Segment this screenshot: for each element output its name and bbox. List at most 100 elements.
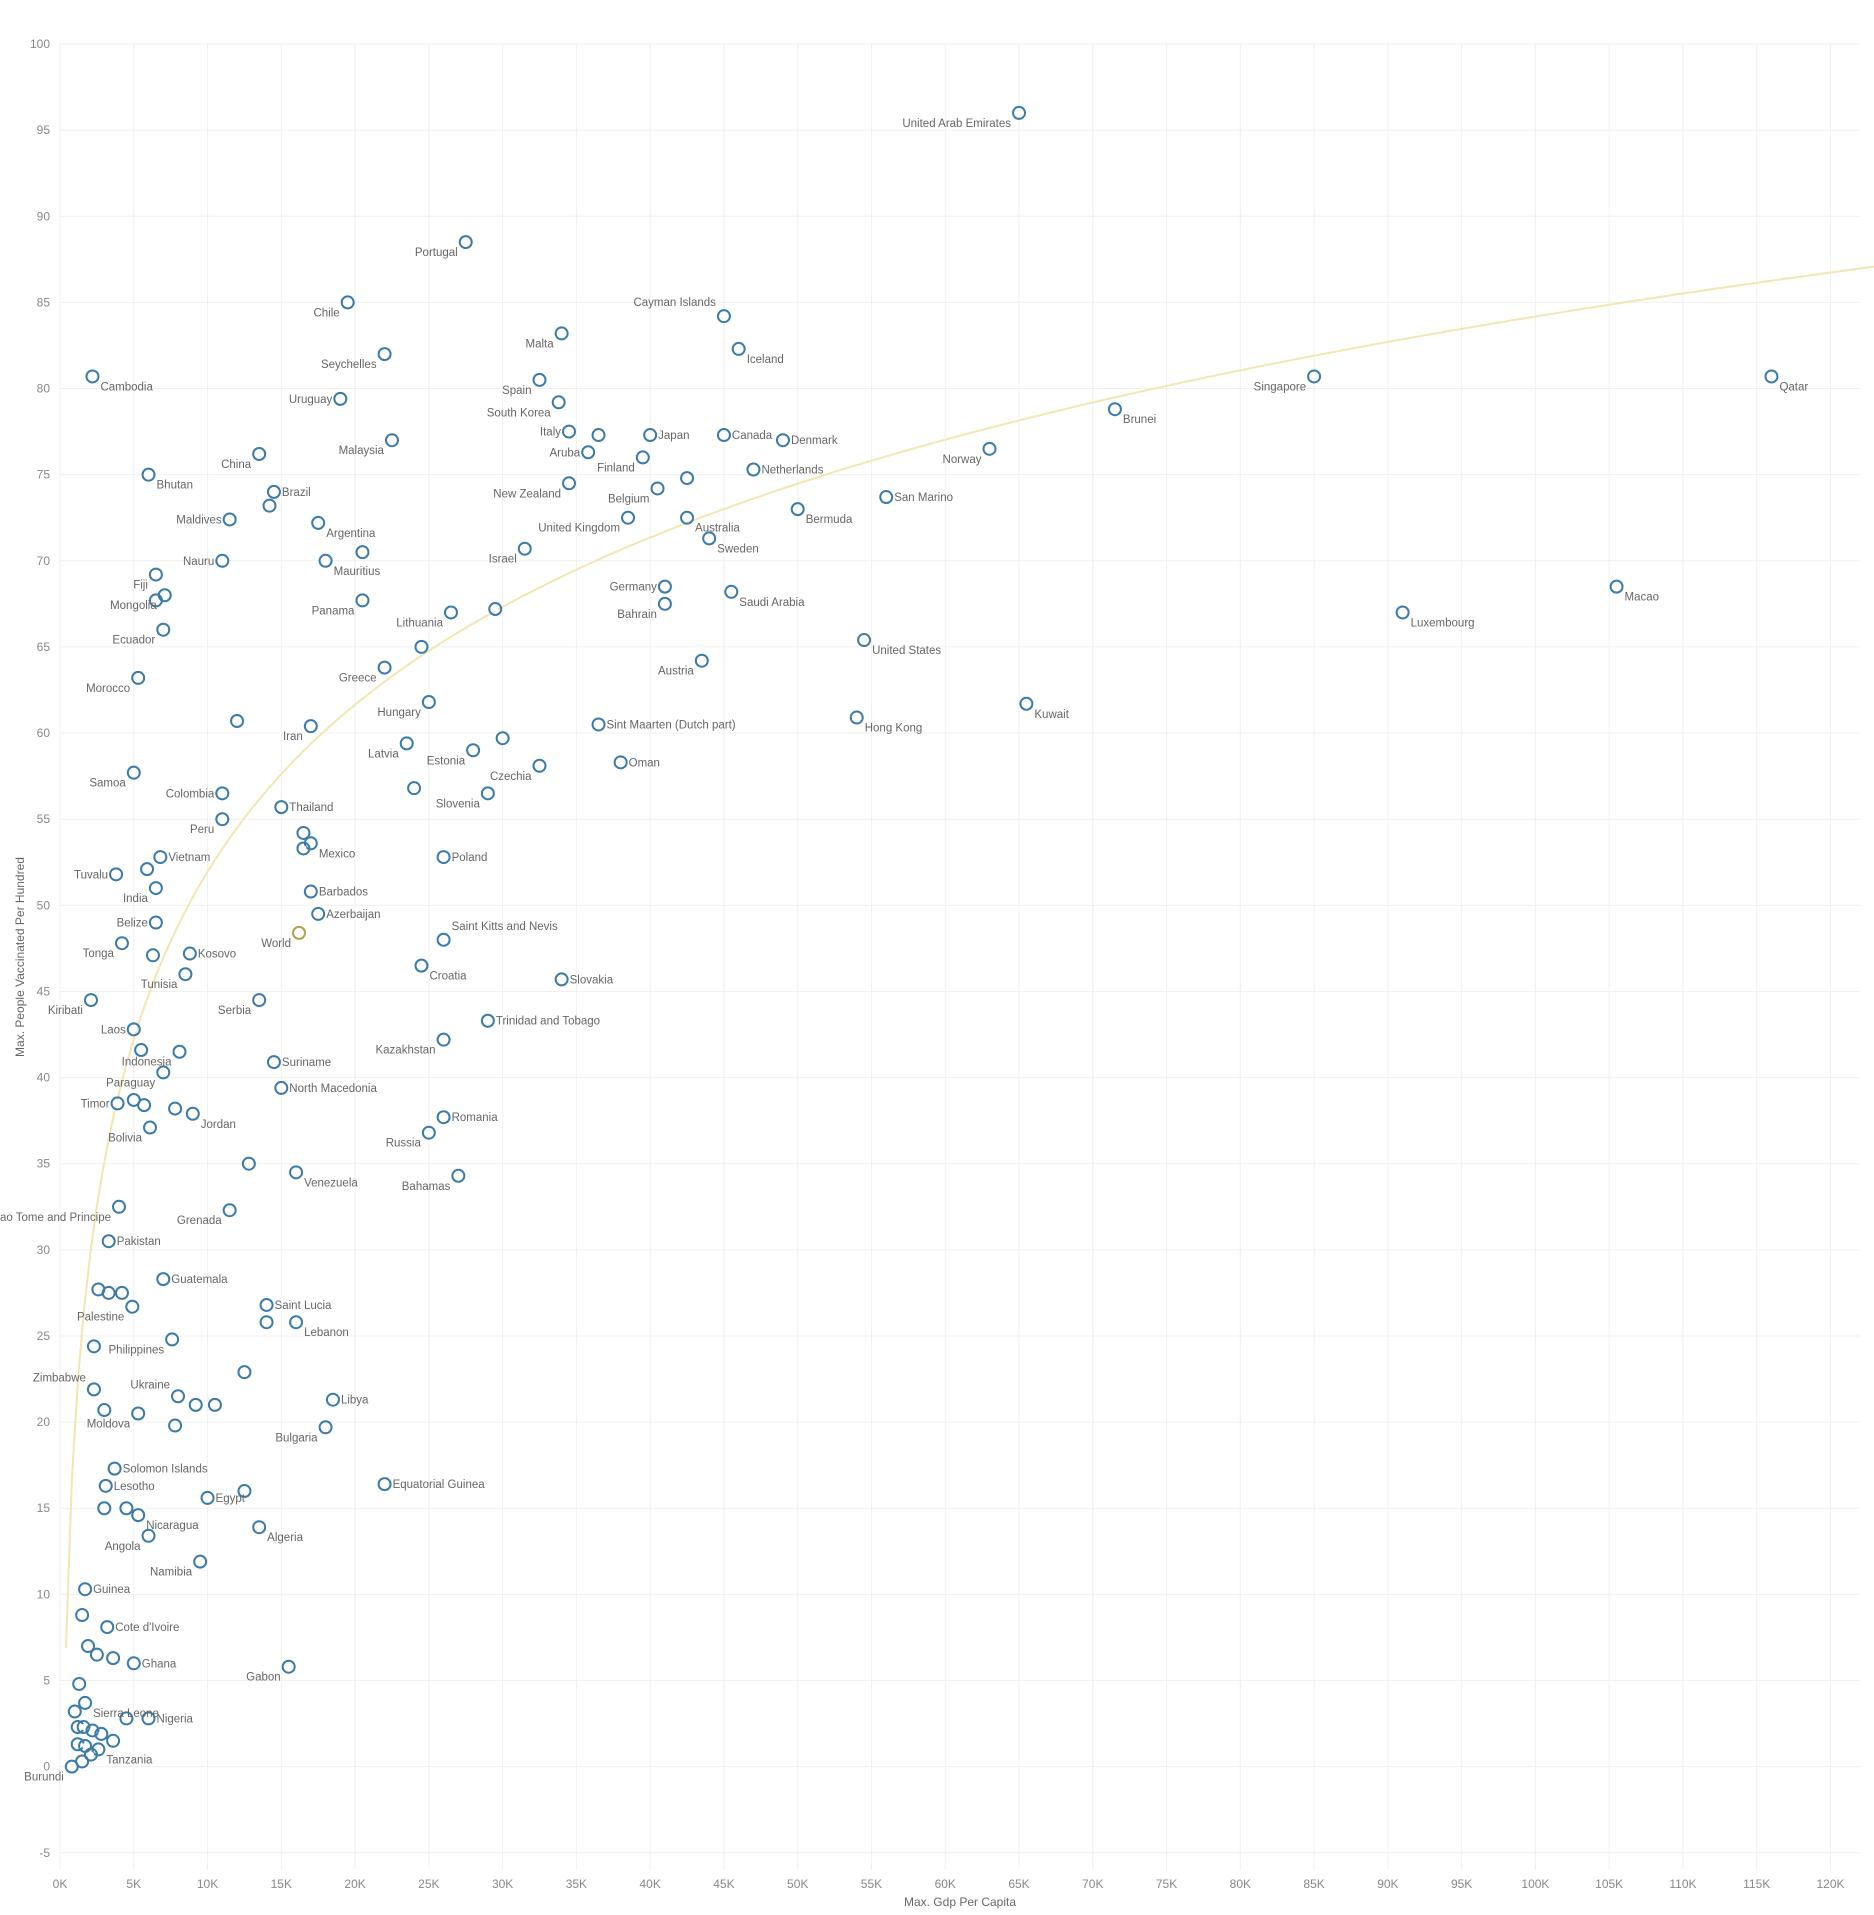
point-label: Bulgaria [275,1432,318,1444]
svg-text:95: 95 [37,123,51,137]
point-label: Netherlands [761,464,823,476]
svg-text:-5: -5 [39,1846,50,1860]
point-label: Guatemala [171,1274,228,1286]
point-label: Bhutan [157,480,193,492]
point-label: Zimbabwe [33,1372,86,1384]
point-label: Kazakhstan [375,1045,435,1057]
svg-text:90: 90 [37,209,51,223]
svg-text:10K: 10K [197,1877,218,1891]
svg-text:25K: 25K [418,1877,439,1891]
point-label: Lithuania [396,617,443,629]
point-label: Chile [313,307,339,319]
svg-text:20K: 20K [344,1877,365,1891]
svg-text:45: 45 [37,984,51,998]
svg-text:55K: 55K [861,1877,882,1891]
point-label: China [221,459,252,471]
point-label: Brazil [282,487,311,499]
point-label: Tanzania [106,1754,153,1766]
point-label: San Marino [894,492,953,504]
svg-text:65: 65 [37,640,51,654]
point-label: Colombia [166,788,215,800]
point-label: Mongolia [110,600,157,612]
point-label: Brunei [1123,414,1156,426]
svg-text:25: 25 [37,1329,51,1343]
point-label: Equatorial Guinea [393,1479,486,1491]
point-label: Paraguay [106,1077,155,1089]
point-label: North Macedonia [289,1083,377,1095]
point-label: Grenada [177,1215,222,1227]
point-label: Iceland [747,354,784,366]
point-label: Burundi [24,1772,64,1784]
point-label: Uruguay [289,394,333,406]
point-label: Palestine [77,1312,124,1324]
point-label: Macao [1625,592,1660,604]
svg-text:50: 50 [37,898,51,912]
point-label: Serbia [218,1005,252,1017]
point-label: Qatar [1779,381,1808,393]
point-label: Ghana [142,1658,177,1670]
point-label: Thailand [289,802,333,814]
point-label: Saint Lucia [275,1300,333,1312]
point-label: India [123,893,149,905]
svg-text:5K: 5K [126,1877,141,1891]
svg-text:80: 80 [37,382,51,396]
svg-text:30K: 30K [492,1877,513,1891]
point-label: Romania [452,1112,499,1124]
point-label: Denmark [791,435,838,447]
svg-text:15: 15 [37,1501,51,1515]
svg-text:55: 55 [37,812,51,826]
point-label: Kuwait [1034,709,1069,721]
y-axis-title: Max. People Vaccinated Per Hundred [13,857,27,1057]
point-label: Finland [597,462,635,474]
point-label: Seychelles [321,359,377,371]
point-label: Kiribati [48,1005,83,1017]
point-label: Lebanon [304,1327,349,1339]
svg-text:75: 75 [37,468,51,482]
svg-text:30: 30 [37,1243,51,1257]
svg-text:20: 20 [37,1415,51,1429]
point-label: Luxembourg [1411,617,1475,629]
point-label: Bahrain [617,609,657,621]
point-label: Lesotho [114,1481,155,1493]
point-label: Algeria [267,1532,303,1544]
point-label: Tuvalu [74,869,108,881]
point-label: Sao Tome and Principe [0,1212,111,1224]
point-label: Nigeria [157,1713,194,1725]
point-label: Poland [452,852,488,864]
point-label: Sint Maarten (Dutch part) [607,719,736,731]
point-label: United Arab Emirates [902,118,1011,130]
point-label: Saint Kitts and Nevis [452,921,558,933]
point-label: Oman [629,757,660,769]
svg-text:40: 40 [37,1071,51,1085]
point-label: Australia [695,523,740,535]
point-label: Iran [283,731,303,743]
point-label: Philippines [109,1344,165,1356]
point-label: Angola [105,1541,141,1553]
svg-text:80K: 80K [1230,1877,1251,1891]
point-label: Saudi Arabia [739,597,805,609]
point-label: Japan [658,430,689,442]
point-label: Jordan [201,1119,236,1131]
point-label: Sweden [717,543,759,555]
point-label: Barbados [319,887,368,899]
point-label: United States [872,645,941,657]
point-label: Maldives [176,514,222,526]
svg-text:5: 5 [43,1674,50,1688]
svg-text:85: 85 [37,295,51,309]
point-label: Bolivia [108,1133,142,1145]
point-label: Tunisia [141,979,178,991]
svg-text:0K: 0K [53,1877,68,1891]
point-label: Solomon Islands [123,1464,208,1476]
svg-text:15K: 15K [271,1877,292,1891]
point-label: Israel [489,554,517,566]
point-label: Suriname [282,1057,331,1069]
point-label: Vietnam [168,852,210,864]
svg-text:50K: 50K [787,1877,808,1891]
svg-text:95K: 95K [1451,1877,1472,1891]
point-label: Gabon [246,1672,281,1684]
point-label: Malaysia [339,445,385,457]
point-label: Cote d'Ivoire [115,1622,179,1634]
point-label: Tonga [83,948,115,960]
point-label: Slovenia [436,798,481,810]
point-label: Germany [610,582,658,594]
